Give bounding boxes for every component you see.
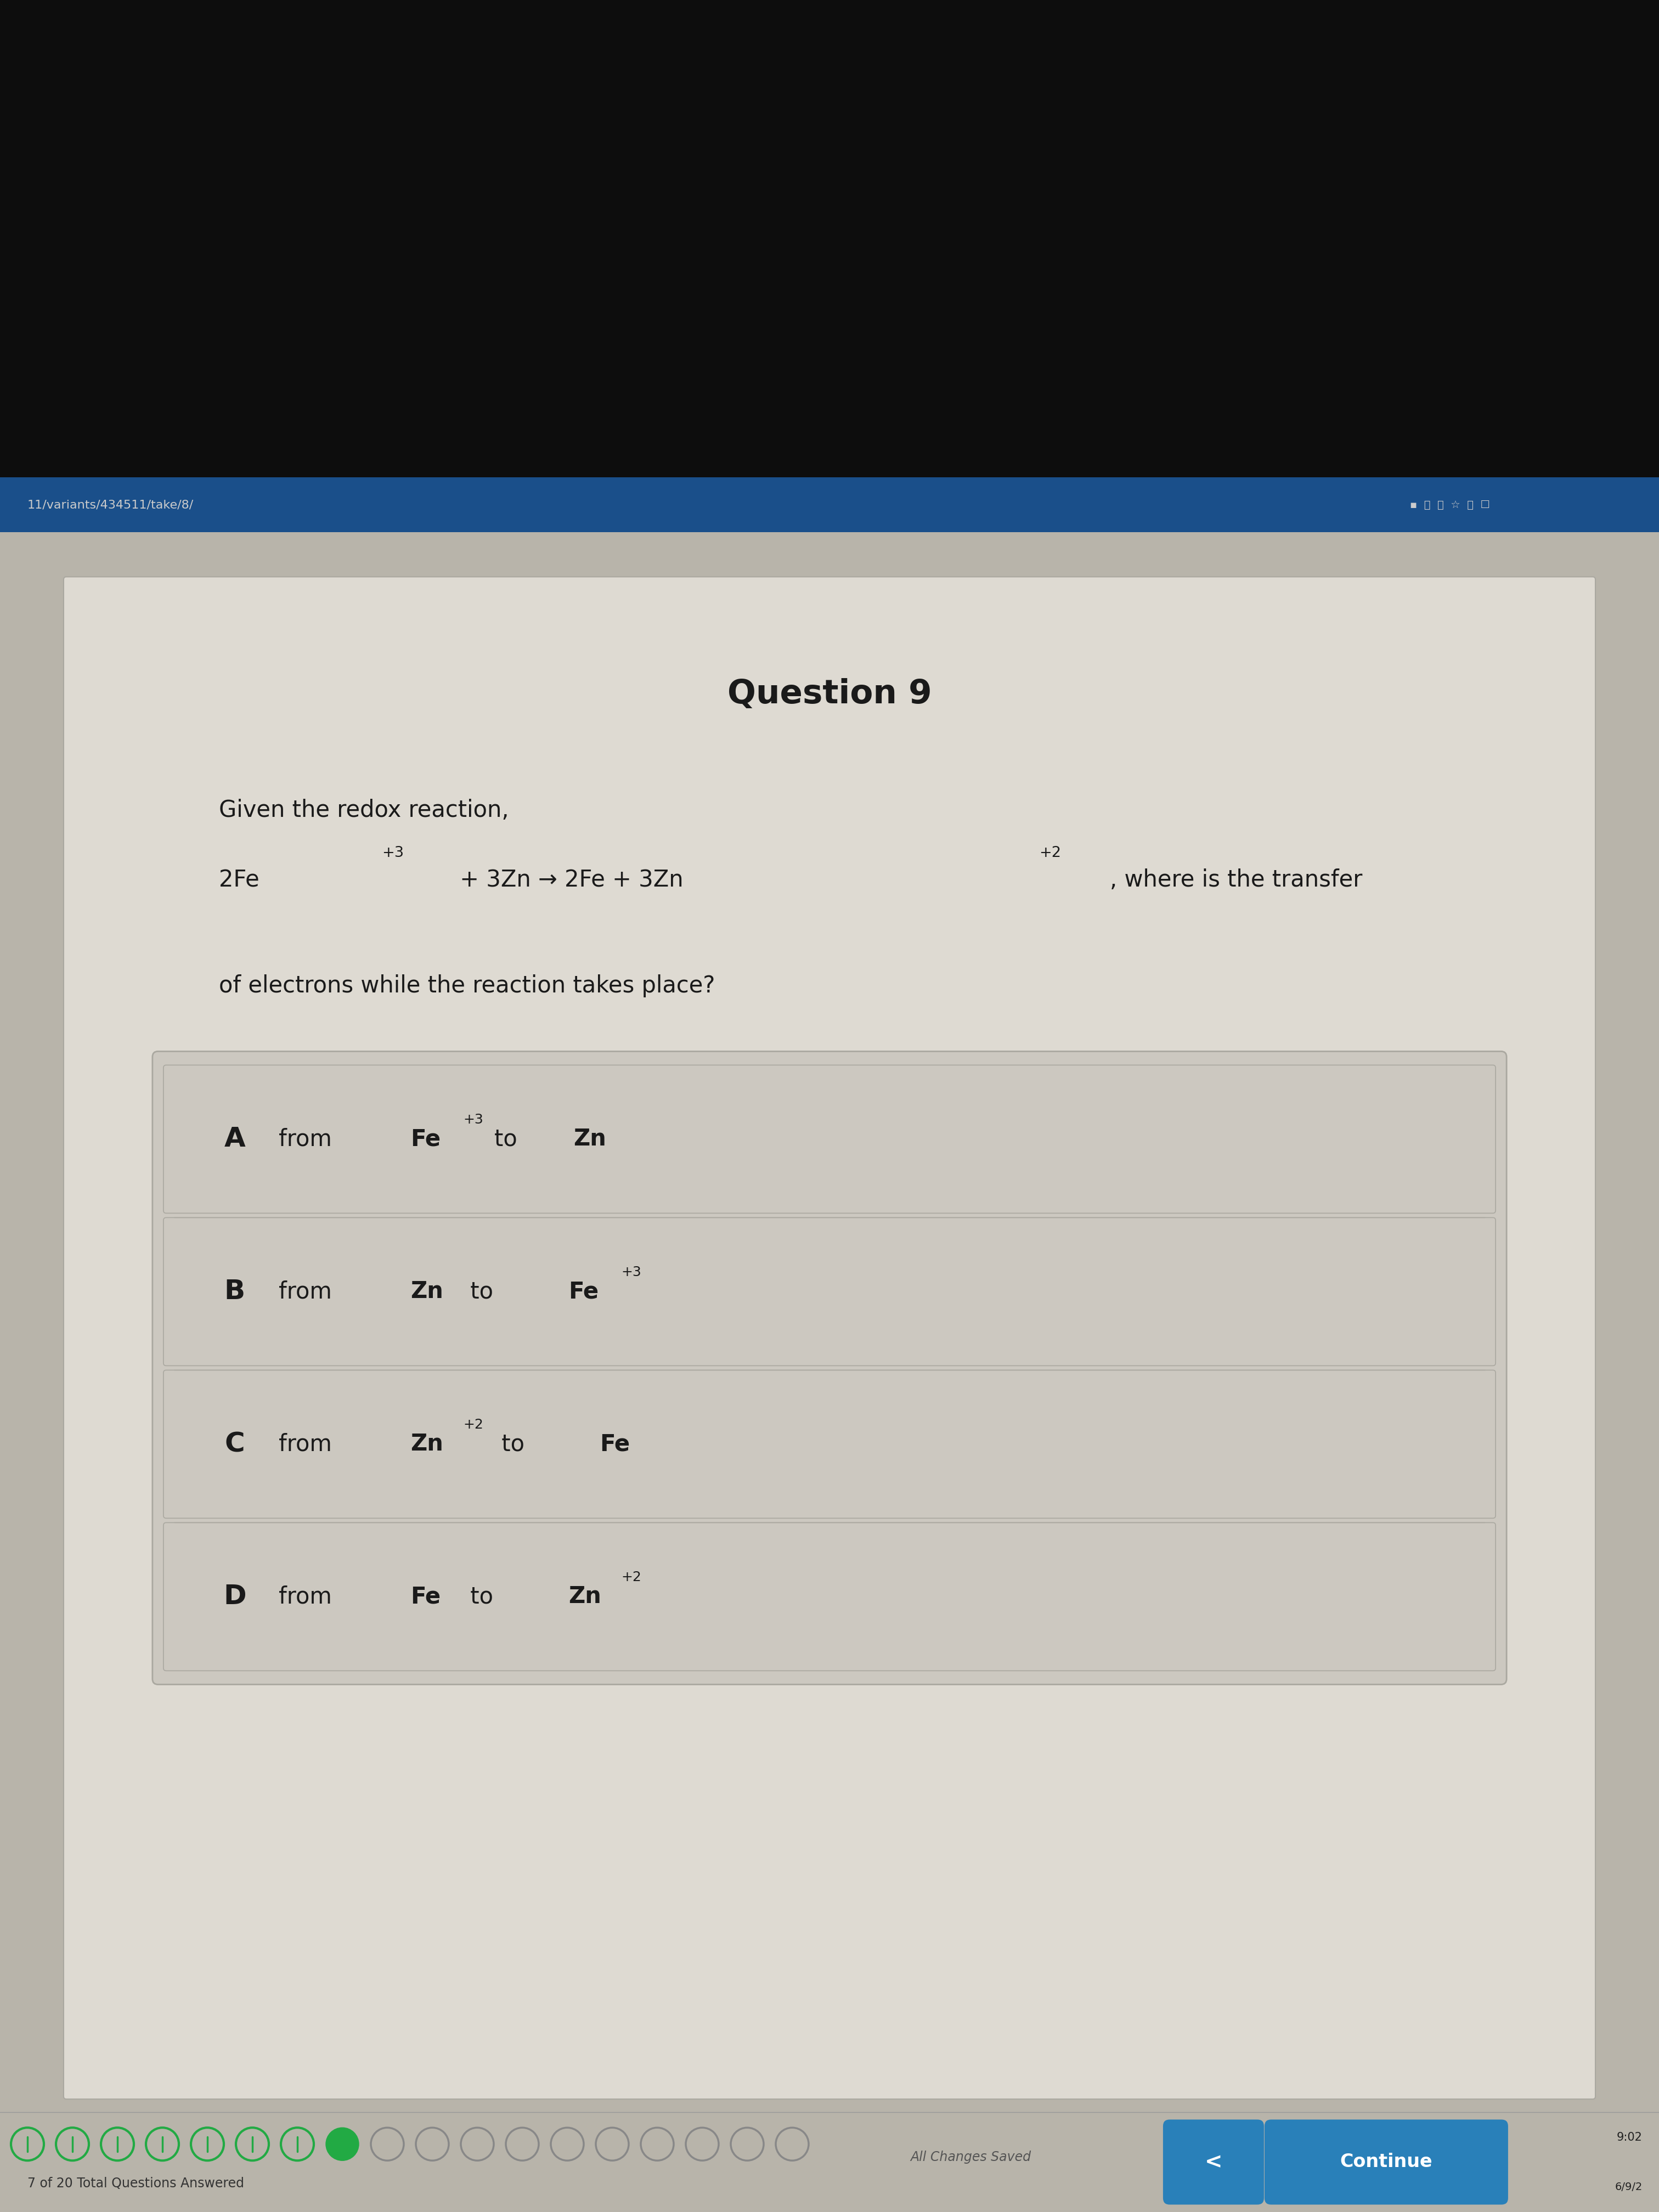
Text: Question 9: Question 9 — [727, 679, 932, 710]
FancyBboxPatch shape — [164, 1522, 1495, 1670]
FancyBboxPatch shape — [164, 1064, 1495, 1212]
Text: Fe: Fe — [410, 1586, 441, 1608]
Text: D: D — [224, 1584, 246, 1610]
Text: from: from — [279, 1128, 338, 1150]
FancyBboxPatch shape — [164, 1369, 1495, 1517]
Text: Zn: Zn — [410, 1281, 443, 1303]
Text: from: from — [279, 1433, 338, 1455]
Text: +2: +2 — [463, 1418, 483, 1431]
Text: to: to — [463, 1586, 501, 1608]
Text: 7 of 20 Total Questions Answered: 7 of 20 Total Questions Answered — [28, 2177, 244, 2190]
Text: 6/9/2: 6/9/2 — [1614, 2181, 1642, 2192]
FancyBboxPatch shape — [0, 0, 1659, 478]
FancyBboxPatch shape — [63, 577, 1596, 2099]
Text: ▪  🔍  🖊  ☆  🔖  ☐: ▪ 🔍 🖊 ☆ 🔖 ☐ — [1410, 500, 1490, 511]
Circle shape — [325, 2128, 358, 2161]
Text: +2: +2 — [620, 1571, 640, 1584]
Text: B: B — [224, 1279, 246, 1305]
Text: Fe: Fe — [601, 1433, 630, 1455]
FancyBboxPatch shape — [164, 1217, 1495, 1365]
Text: Zn: Zn — [574, 1128, 607, 1150]
Text: A: A — [224, 1126, 246, 1152]
Text: C: C — [224, 1431, 246, 1458]
Text: , where is the transfer: , where is the transfer — [1110, 869, 1362, 891]
Text: to: to — [494, 1433, 533, 1455]
Text: Zn: Zn — [569, 1586, 601, 1608]
Text: Continue: Continue — [1340, 2152, 1433, 2172]
Text: 2Fe: 2Fe — [219, 869, 259, 891]
Text: to: to — [494, 1128, 524, 1150]
Text: to: to — [463, 1281, 501, 1303]
FancyBboxPatch shape — [1163, 2119, 1264, 2205]
Text: +3: +3 — [382, 847, 403, 860]
FancyBboxPatch shape — [0, 478, 1659, 533]
Text: from: from — [279, 1281, 338, 1303]
Text: Fe: Fe — [569, 1281, 599, 1303]
FancyBboxPatch shape — [0, 533, 1659, 2112]
FancyBboxPatch shape — [153, 1051, 1506, 1686]
Text: 9:02: 9:02 — [1618, 2132, 1642, 2143]
Text: <: < — [1204, 2152, 1223, 2172]
FancyBboxPatch shape — [1264, 2119, 1508, 2205]
Text: Fe: Fe — [410, 1128, 441, 1150]
Text: +3: +3 — [620, 1265, 640, 1279]
Text: +3: +3 — [463, 1113, 483, 1126]
Text: from: from — [279, 1586, 338, 1608]
Text: + 3Zn → 2Fe + 3Zn: + 3Zn → 2Fe + 3Zn — [453, 869, 684, 891]
Text: Given the redox reaction,: Given the redox reaction, — [219, 799, 509, 823]
Text: Zn: Zn — [410, 1433, 443, 1455]
Text: of electrons while the reaction takes place?: of electrons while the reaction takes pl… — [219, 975, 715, 998]
Text: +2: +2 — [1039, 847, 1062, 860]
Text: All Changes Saved: All Changes Saved — [911, 2150, 1030, 2163]
Text: 11/variants/434511/take/8/: 11/variants/434511/take/8/ — [28, 500, 194, 511]
FancyBboxPatch shape — [0, 2112, 1659, 2212]
